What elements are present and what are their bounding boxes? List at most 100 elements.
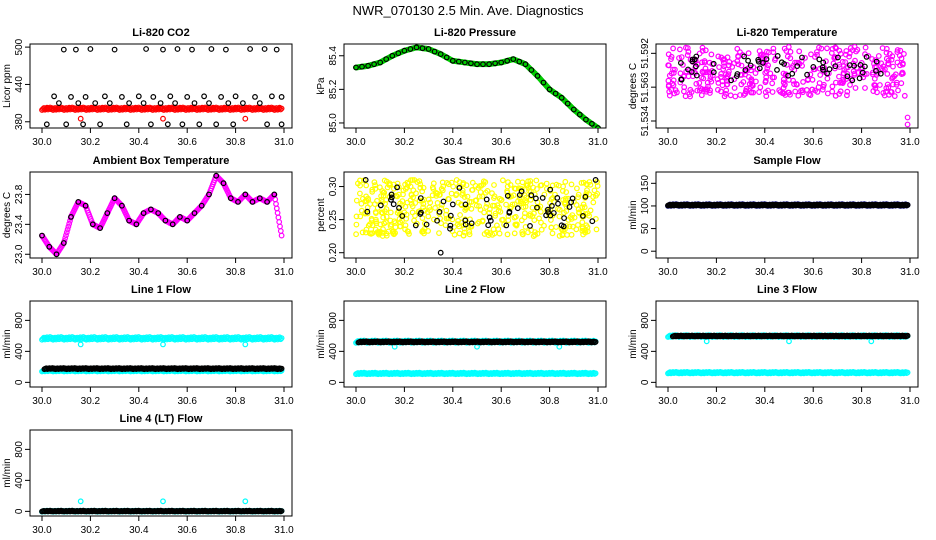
panel-title: Line 4 (LT) Flow (120, 413, 203, 425)
data-point (273, 205, 280, 212)
data-point (785, 72, 792, 79)
data-point (525, 229, 531, 236)
data-point (885, 84, 892, 91)
data-point (689, 56, 696, 63)
data-point (694, 87, 701, 94)
data-point (693, 63, 699, 70)
data-point (594, 183, 601, 189)
data-point (870, 88, 877, 94)
data-point (819, 64, 826, 71)
data-point (590, 193, 596, 200)
data-point (498, 59, 505, 66)
data-point (498, 196, 505, 203)
data-point (814, 51, 820, 58)
data-point (570, 106, 577, 113)
data-point (437, 249, 444, 256)
data-point (519, 179, 526, 186)
data-point (395, 50, 402, 57)
data-point (56, 100, 62, 106)
plot-frame (343, 300, 607, 388)
data-point (579, 210, 586, 216)
data-point (376, 230, 383, 237)
data-point (500, 177, 506, 184)
data-point (363, 226, 370, 233)
x-tick-label: 30.4 (755, 137, 775, 148)
data-point (576, 111, 583, 118)
x-tick-label: 30.4 (443, 267, 463, 278)
data-point (278, 335, 285, 342)
data-point (431, 216, 437, 223)
y-tick-label: 440 (14, 76, 25, 93)
data-point (133, 221, 140, 228)
data-point (586, 191, 593, 198)
data-point (184, 93, 191, 100)
data-point (728, 77, 734, 84)
data-point (469, 187, 475, 193)
data-point (462, 201, 469, 208)
x-tick-label: 30.4 (129, 396, 149, 407)
data-point (859, 69, 866, 76)
data-point (92, 100, 99, 106)
data-point (401, 47, 408, 54)
data-point (678, 60, 684, 66)
data-point (724, 77, 731, 84)
x-tick-label: 30.4 (443, 396, 463, 407)
data-point (844, 73, 851, 80)
x-tick-label: 30.6 (803, 137, 823, 148)
data-point (672, 66, 678, 73)
data-point (518, 217, 525, 224)
data-point (718, 88, 724, 95)
x-tick-label: 31.0 (274, 267, 294, 278)
x-tick-label: 30.2 (395, 137, 415, 148)
data-point (409, 209, 416, 216)
data-point (817, 72, 824, 78)
data-point (566, 223, 573, 230)
data-point (791, 81, 797, 87)
data-point (429, 184, 436, 191)
data-point (43, 121, 50, 128)
data-point (445, 195, 452, 202)
data-point (97, 225, 103, 232)
data-point (873, 58, 880, 65)
data-point (594, 124, 601, 128)
data-point (357, 177, 363, 184)
figure-title: NWR_070130 2.5 Min. Ave. Diagnostics (352, 3, 584, 18)
data-point (726, 68, 732, 75)
data-point (438, 220, 445, 227)
x-tick-label: 30.0 (32, 267, 52, 278)
x-tick-label: 30.8 (540, 267, 560, 278)
data-point (407, 183, 414, 190)
data-point (835, 54, 841, 61)
y-tick-label: 0 (640, 248, 651, 254)
data-point (849, 47, 856, 53)
data-layer (353, 176, 601, 256)
data-point (681, 72, 688, 79)
panel-title: Sample Flow (753, 155, 821, 167)
data-point (46, 243, 53, 250)
data-point (555, 200, 561, 207)
x-tick-label: 30.6 (177, 396, 197, 407)
data-point (433, 192, 440, 199)
data-point (519, 231, 526, 237)
data-point (278, 93, 285, 100)
x-tick-label: 30.4 (443, 137, 463, 148)
data-point (892, 71, 899, 78)
y-tick-label: 0 (328, 379, 339, 385)
data-point (721, 93, 728, 100)
data-layer (39, 498, 285, 515)
data-point (496, 230, 503, 237)
data-point (512, 185, 519, 192)
data-point (491, 182, 497, 188)
data-point (511, 230, 518, 237)
data-point (368, 230, 375, 237)
data-point (442, 222, 449, 229)
data-point (423, 221, 430, 228)
x-tick-label: 30.4 (755, 396, 775, 407)
data-point (456, 230, 463, 237)
data-point (884, 70, 891, 77)
data-point (707, 69, 713, 76)
y-tick-label: 400 (328, 343, 339, 360)
